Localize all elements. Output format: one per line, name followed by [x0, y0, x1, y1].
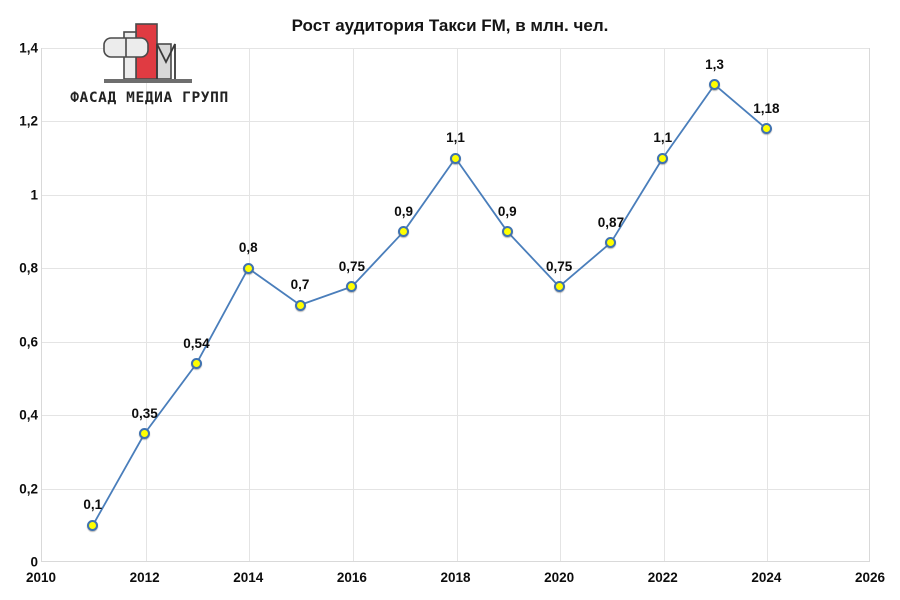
chart-title: Рост аудитория Такси FM, в млн. чел. — [291, 16, 609, 35]
data-point-marker[interactable] — [242, 262, 254, 274]
data-point-label: 0,9 — [394, 203, 414, 219]
x-axis-tick-label: 2016 — [336, 570, 367, 585]
data-point-label: 0,9 — [497, 203, 517, 219]
data-point-label: 0,1 — [83, 497, 103, 513]
y-axis-tick-label: 0,2 — [19, 481, 38, 497]
gridline-horizontal — [42, 48, 869, 49]
data-point-label: 1,1 — [653, 130, 673, 146]
data-point-marker[interactable] — [87, 519, 99, 531]
gridline-vertical — [145, 49, 147, 561]
logo: ФАСАД МЕДИА ГРУПП — [62, 22, 237, 117]
data-point-marker[interactable] — [760, 123, 772, 135]
data-point-marker[interactable] — [190, 358, 202, 370]
data-point-label: 0,54 — [183, 335, 210, 351]
gridline-vertical — [249, 49, 251, 561]
data-point-label: 0,75 — [545, 258, 573, 274]
x-axis-tick-label: 2014 — [233, 570, 264, 585]
data-point-label: 1,3 — [705, 56, 724, 72]
data-point-marker[interactable] — [346, 281, 358, 293]
data-point-label: 0,35 — [131, 405, 158, 421]
data-point-marker[interactable] — [501, 226, 513, 238]
gridline-horizontal — [42, 268, 869, 270]
gridline-horizontal — [42, 194, 869, 196]
x-axis-tick-label: 2020 — [544, 570, 575, 585]
data-point-label: 0,75 — [338, 258, 366, 274]
x-axis-tick-label: 2010 — [25, 570, 57, 585]
x-axis-tick-label: 2024 — [751, 570, 782, 585]
gridline-horizontal — [42, 121, 869, 123]
x-axis-tick-label: 2012 — [129, 570, 160, 585]
data-point-marker[interactable] — [294, 299, 306, 311]
data-point-marker[interactable] — [398, 226, 410, 238]
data-point-label: 0,87 — [597, 214, 625, 230]
data-point-label: 0,7 — [290, 277, 310, 292]
data-point-label: 1,18 — [753, 100, 780, 116]
data-point-marker[interactable] — [139, 428, 151, 439]
plot-area — [41, 48, 870, 562]
y-axis-tick-label: 0,8 — [19, 260, 38, 276]
y-axis-tick-label: 1,4 — [19, 40, 38, 56]
y-axis-tick-label: 0 — [30, 554, 38, 570]
y-axis: 0 0,2 0,4 0,6 0,8 1 1,2 1,4 — [0, 41, 38, 570]
data-point-label: 1,1 — [446, 130, 465, 146]
gridline-vertical — [456, 49, 458, 561]
gridline-vertical — [352, 49, 354, 561]
gridline-horizontal — [42, 488, 869, 490]
data-point-marker[interactable] — [605, 237, 617, 249]
x-axis-tick-label: 2018 — [440, 570, 471, 585]
data-point-marker[interactable] — [709, 79, 721, 91]
y-axis-tick-label: 1,2 — [19, 113, 38, 129]
data-point-marker[interactable] — [450, 152, 461, 164]
gridline-vertical — [767, 49, 769, 561]
data-point-marker[interactable] — [657, 152, 669, 164]
gridline-vertical — [663, 49, 665, 561]
x-axis-tick-label: 2022 — [647, 570, 678, 585]
logo-text: ФАСАД МЕДИА ГРУПП — [70, 90, 229, 106]
y-axis-tick-label: 0,4 — [19, 407, 38, 423]
data-point-marker[interactable] — [553, 281, 565, 293]
gridline-vertical — [560, 49, 562, 561]
y-axis-tick-label: 0,6 — [19, 334, 38, 350]
logo-mark-icon — [103, 23, 192, 83]
x-axis-tick-label: 2026 — [854, 570, 886, 585]
y-axis-tick-label: 1 — [30, 187, 38, 203]
data-point-label: 0,8 — [238, 240, 258, 256]
